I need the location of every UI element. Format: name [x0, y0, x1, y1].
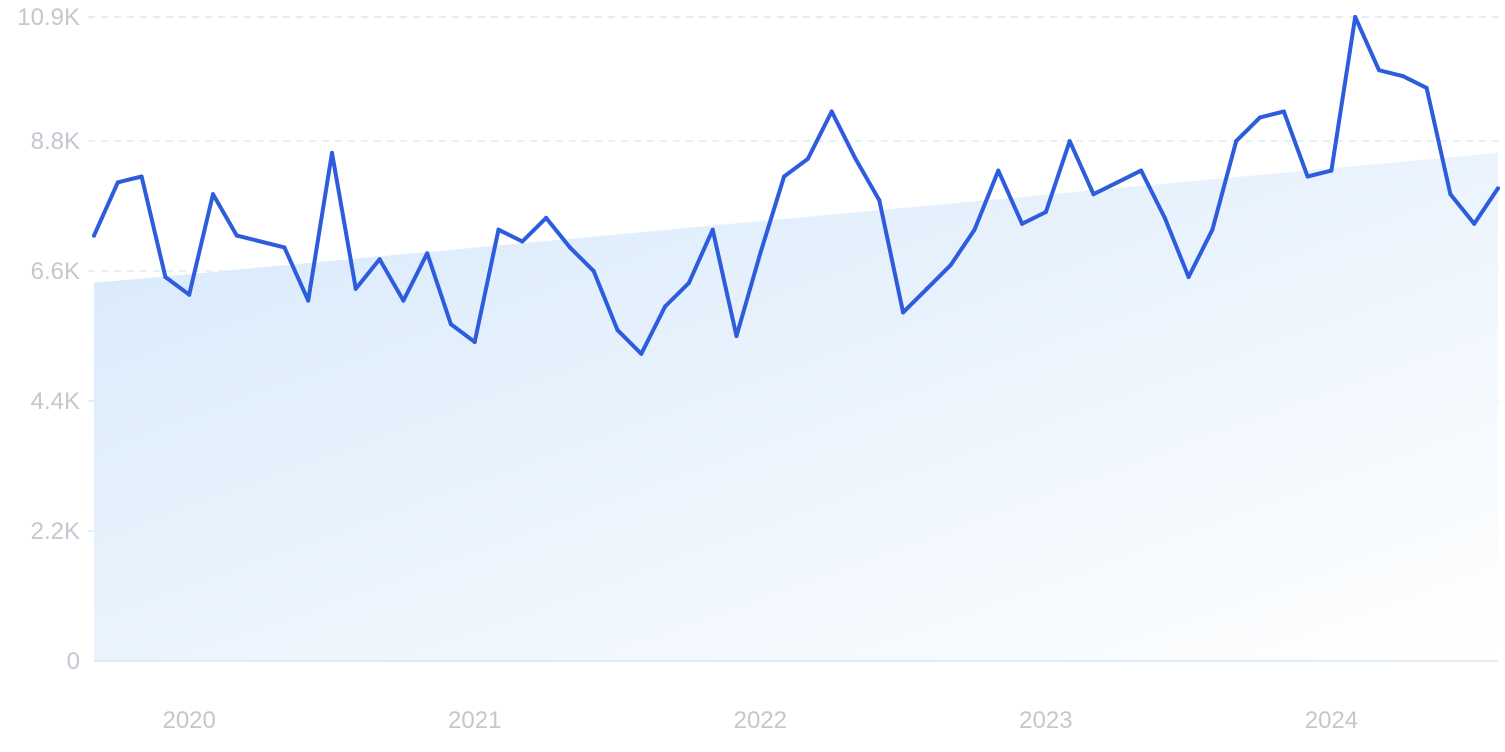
data-point	[1091, 192, 1096, 197]
y-tick-label: 0	[67, 648, 80, 675]
data-point	[115, 180, 120, 185]
data-point	[282, 245, 287, 250]
data-point	[520, 239, 525, 244]
data-point	[1020, 221, 1025, 226]
data-point	[258, 239, 263, 244]
data-point	[639, 351, 644, 356]
x-tick-label: 2022	[734, 707, 787, 734]
data-point	[1258, 115, 1263, 120]
data-point	[805, 156, 810, 161]
data-point	[1329, 168, 1334, 173]
data-point	[734, 334, 739, 339]
x-axis-ticks: 2020 2021 2022 2023 2024	[162, 707, 1358, 734]
data-point	[1424, 85, 1429, 90]
data-point	[710, 227, 715, 232]
data-point	[1067, 139, 1072, 144]
data-point	[1400, 74, 1405, 79]
y-tick-label: 4.4K	[31, 388, 80, 415]
data-point	[1162, 215, 1167, 220]
data-points	[92, 15, 1500, 356]
y-tick-label: 8.8K	[31, 128, 80, 155]
data-point	[782, 174, 787, 179]
data-point	[329, 150, 334, 155]
data-point	[591, 269, 596, 274]
data-point	[353, 286, 358, 291]
data-point	[544, 215, 549, 220]
data-point	[448, 322, 453, 327]
data-point	[210, 192, 215, 197]
x-tick-label: 2020	[162, 707, 215, 734]
y-tick-label: 6.6K	[31, 258, 80, 285]
data-point	[948, 263, 953, 268]
data-point	[686, 280, 691, 285]
data-point	[425, 251, 430, 256]
data-point	[758, 251, 763, 256]
data-point	[472, 339, 477, 344]
data-point	[1186, 274, 1191, 279]
data-point	[1377, 68, 1382, 73]
data-point	[401, 298, 406, 303]
x-tick-label: 2024	[1305, 707, 1358, 734]
data-point	[1139, 168, 1144, 173]
data-point	[996, 168, 1001, 173]
data-point	[1115, 180, 1120, 185]
data-point	[234, 233, 239, 238]
data-point	[306, 298, 311, 303]
data-point	[1353, 15, 1358, 19]
data-point	[1472, 221, 1477, 226]
data-point	[92, 233, 96, 238]
x-tick-label: 2023	[1019, 707, 1072, 734]
y-tick-label: 10.9K	[17, 4, 80, 31]
data-point	[377, 257, 382, 262]
data-point	[924, 286, 929, 291]
data-point	[877, 198, 882, 203]
data-point	[663, 304, 668, 309]
data-point	[187, 292, 192, 297]
y-axis-ticks: 0 2.2K 4.4K 6.6K 8.8K 10.9K	[17, 4, 80, 675]
data-point	[829, 109, 834, 114]
data-point	[853, 156, 858, 161]
series-line	[92, 15, 1500, 356]
data-point	[163, 274, 168, 279]
data-point	[901, 310, 906, 315]
data-point	[567, 245, 572, 250]
data-point	[1281, 109, 1286, 114]
data-point	[1305, 174, 1310, 179]
data-point	[496, 227, 501, 232]
data-point	[972, 227, 977, 232]
data-point	[1496, 186, 1500, 191]
y-tick-label: 2.2K	[31, 518, 80, 545]
data-point	[139, 174, 144, 179]
data-point	[1210, 227, 1215, 232]
data-point	[1234, 139, 1239, 144]
data-point	[1043, 209, 1048, 214]
data-point	[615, 328, 620, 333]
trend-area	[94, 152, 1498, 662]
x-tick-label: 2021	[448, 707, 501, 734]
data-point	[1448, 192, 1453, 197]
